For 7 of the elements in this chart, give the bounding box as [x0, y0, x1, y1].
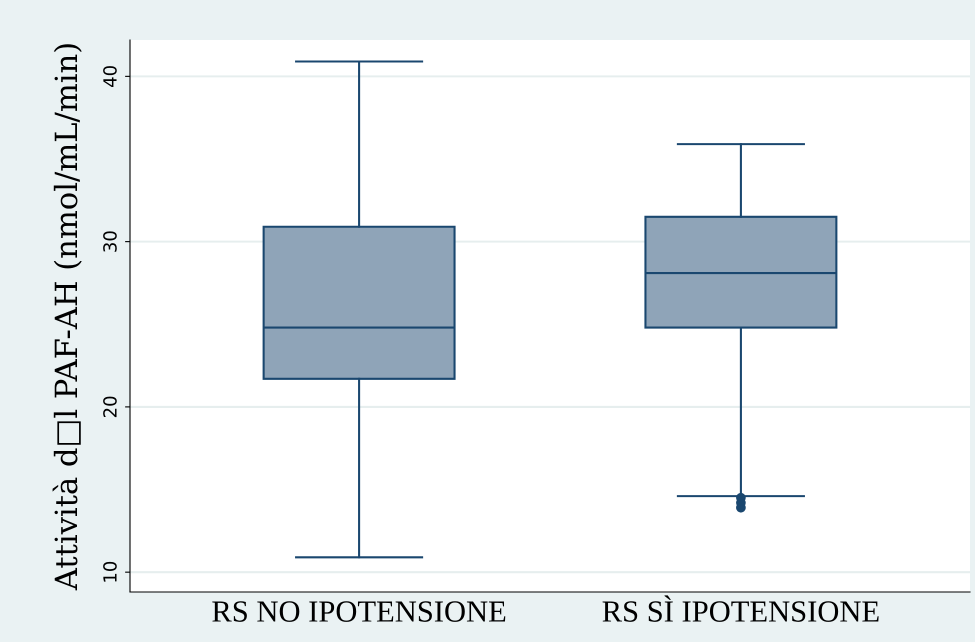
y-tick-label: 30 — [103, 231, 117, 252]
x-tick-label: RS SÌ IPOTENSIONE — [602, 595, 879, 622]
y-tick-label: 20 — [103, 396, 117, 418]
y-tick-label: 40 — [103, 66, 117, 87]
y-axis-title: Attività d□l PAF-AH (nmol/mL/min) — [52, 44, 82, 590]
y-tick-label: 10 — [103, 562, 117, 582]
x-tick-label: RS NO IPOTENSIONE — [212, 601, 506, 622]
